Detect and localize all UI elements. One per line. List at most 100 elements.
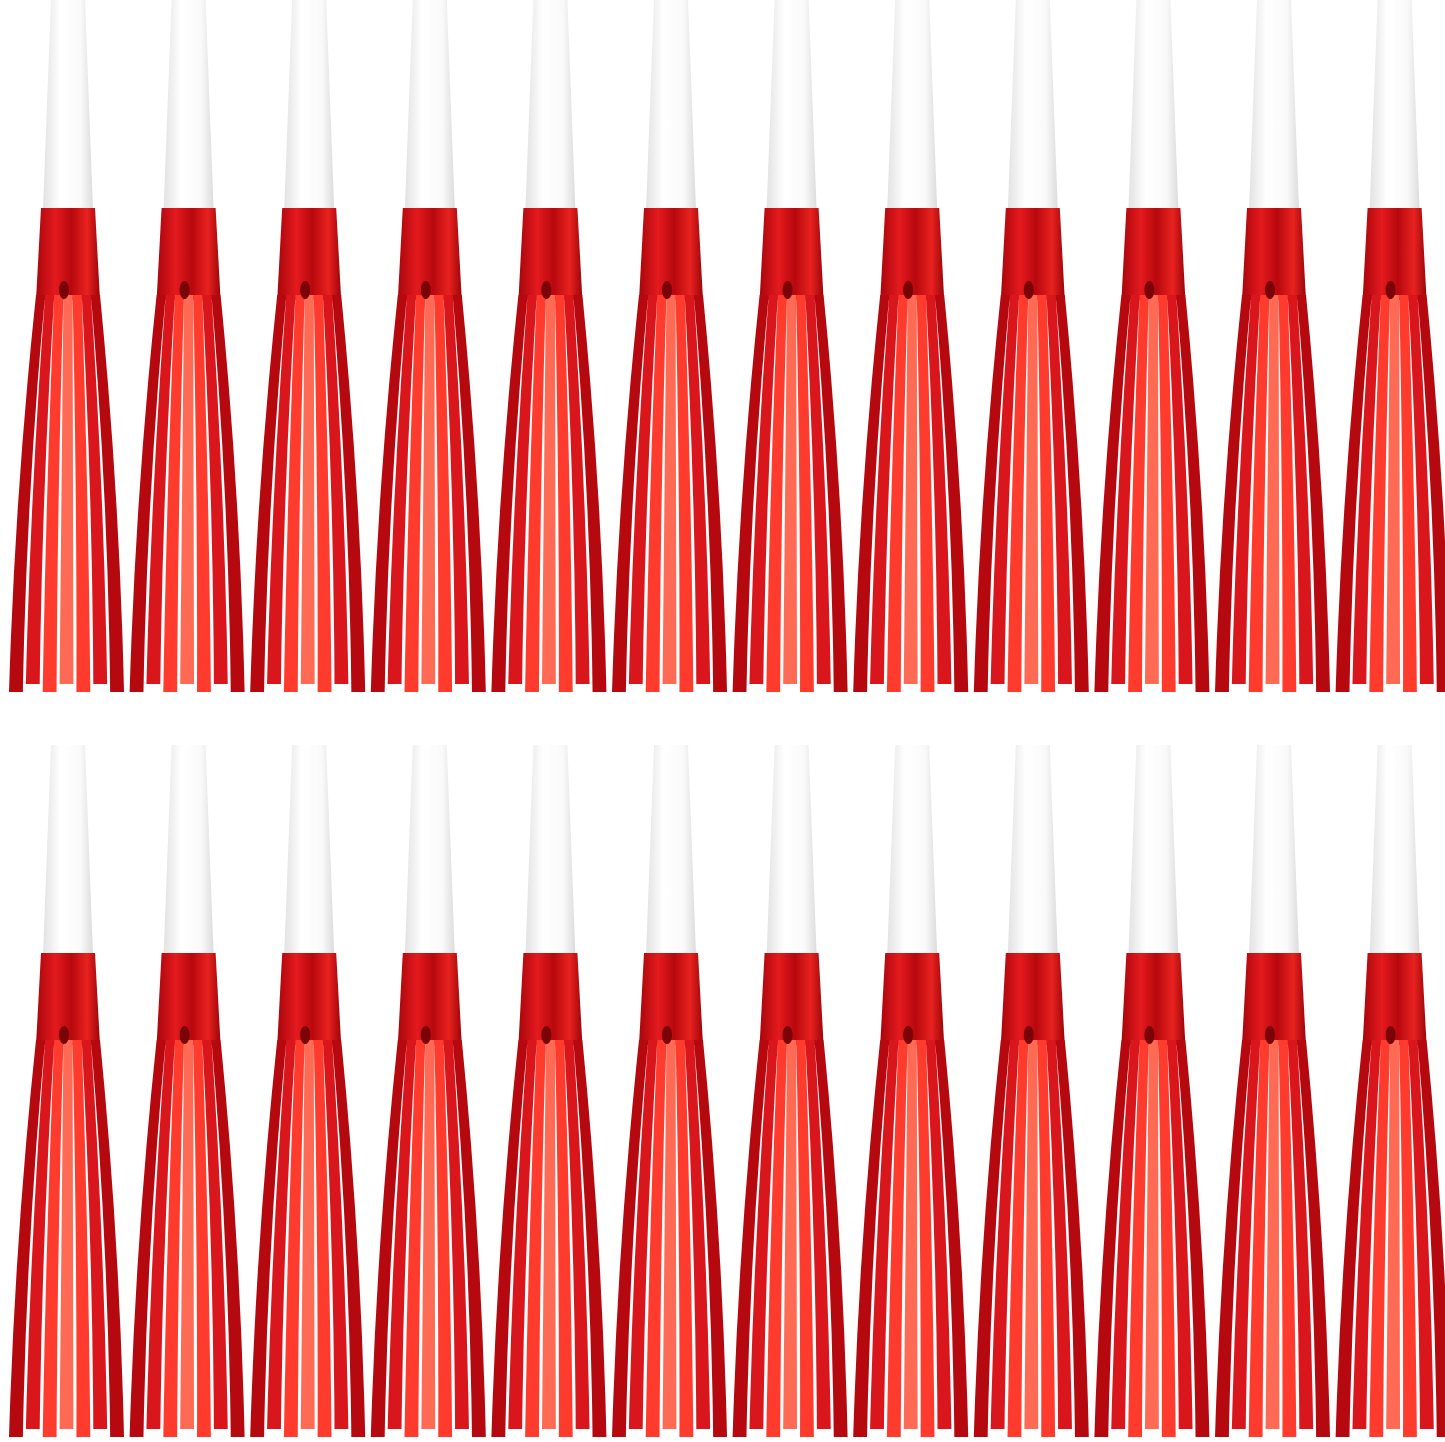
party-horn xyxy=(129,0,245,692)
foil-tube xyxy=(1000,953,1065,1045)
fringe-strip xyxy=(9,295,46,692)
fringe-strip xyxy=(1265,1040,1280,1429)
party-horn xyxy=(370,0,486,692)
fringe-strip xyxy=(1157,295,1176,692)
mouthpiece xyxy=(284,0,335,210)
mouthpiece xyxy=(1369,0,1420,210)
party-horn xyxy=(250,745,366,1437)
fringe-strip xyxy=(541,1040,556,1429)
fringe-strip xyxy=(732,295,769,692)
fringe-strip xyxy=(387,295,417,684)
fringe-strip xyxy=(541,295,556,684)
fringe-strip xyxy=(1278,295,1297,692)
fringe-strip xyxy=(1094,295,1131,692)
fringe-strip xyxy=(193,295,211,692)
mouthpiece xyxy=(1249,0,1299,210)
fringe-strip xyxy=(693,295,727,692)
foil-crease xyxy=(1385,1026,1396,1044)
fringe-strip xyxy=(886,1040,908,1437)
party-horn xyxy=(9,0,124,692)
mouthpiece xyxy=(404,745,455,955)
party-horn xyxy=(491,745,607,1437)
fringe-strip xyxy=(250,1040,287,1437)
fringe-strip xyxy=(1128,295,1149,692)
mouthpiece xyxy=(1007,745,1058,955)
fringe-strip xyxy=(886,295,908,692)
fringe-strip xyxy=(1399,295,1417,692)
fringe-strip xyxy=(163,295,185,692)
foil-tube xyxy=(880,953,945,1045)
foil-tube xyxy=(156,208,221,300)
party-horn xyxy=(491,0,607,692)
fringe-strip xyxy=(1111,1040,1140,1429)
fringe-strip xyxy=(684,295,711,684)
mouthpiece xyxy=(284,745,335,955)
fringe-strip xyxy=(805,295,831,684)
foil-tube xyxy=(759,953,824,1045)
fringe-strip xyxy=(1007,1040,1029,1437)
fringe-strip xyxy=(783,1040,798,1429)
foil-tube xyxy=(1242,953,1306,1045)
fringe-strip xyxy=(1248,295,1270,692)
fringe-strip xyxy=(916,295,935,692)
fringe-strip xyxy=(675,295,694,692)
fringe-strip xyxy=(1037,1040,1056,1437)
foil-tube xyxy=(518,208,583,300)
foil-crease xyxy=(179,281,190,299)
fringe-strip xyxy=(146,1040,175,1429)
fringe-strip xyxy=(783,295,798,684)
foil-tube xyxy=(1362,953,1427,1045)
fringe-strip xyxy=(443,1040,469,1429)
foil-tube xyxy=(1121,953,1186,1045)
fringe-strip xyxy=(1278,1040,1297,1437)
fringe-strip xyxy=(387,1040,417,1429)
party-horn xyxy=(9,745,124,1437)
fringe-strip xyxy=(628,1040,658,1429)
mouthpiece xyxy=(525,745,576,955)
foil-crease xyxy=(1265,1026,1275,1044)
fringe-strip xyxy=(990,1040,1020,1429)
fringe-strip xyxy=(322,1040,349,1429)
fringe-strip xyxy=(404,1040,426,1437)
fringe-strip xyxy=(370,295,407,692)
mouthpiece xyxy=(646,745,696,955)
fringe-strip xyxy=(870,295,899,684)
fringe-strip xyxy=(564,1040,590,1429)
fringe-strip xyxy=(42,1040,64,1437)
mouthpiece xyxy=(766,745,817,955)
party-horn xyxy=(853,0,969,692)
fringe-strip xyxy=(814,1040,848,1437)
fringe-strip xyxy=(662,1040,677,1429)
fringe-strip xyxy=(1215,295,1252,692)
fringe-strip xyxy=(1231,295,1261,684)
fringe-strip xyxy=(1335,1040,1372,1437)
fringe-strip xyxy=(313,295,332,692)
fringe-strip xyxy=(612,1040,649,1437)
fringe-strip xyxy=(1167,1040,1193,1429)
fringe-strip xyxy=(693,1040,727,1437)
mouthpiece xyxy=(646,0,696,210)
fringe-strip xyxy=(267,1040,296,1429)
fringe-strip xyxy=(903,1040,918,1429)
fringe-strip xyxy=(202,295,228,684)
fringe-strip xyxy=(853,1040,890,1437)
fringe-strip xyxy=(554,1040,573,1437)
fringe-strip xyxy=(404,295,426,692)
foil-crease xyxy=(1265,281,1275,299)
fringe-strip xyxy=(612,295,649,692)
fringe-strip xyxy=(853,295,890,692)
fringe-strip xyxy=(452,295,486,692)
fringe-strip xyxy=(491,1040,528,1437)
foil-crease xyxy=(1144,281,1155,299)
fringe-strip xyxy=(1408,1040,1434,1429)
fringe-strip xyxy=(90,1040,124,1437)
foil-tube xyxy=(397,208,462,300)
foil-crease xyxy=(420,281,431,299)
fringe-strip xyxy=(1287,1040,1314,1429)
fringe-strip xyxy=(1352,295,1381,684)
fringe-strip xyxy=(1215,1040,1252,1437)
fringe-strip xyxy=(870,1040,899,1429)
fringe-strip xyxy=(645,1040,667,1437)
fringe-strip xyxy=(1055,295,1089,692)
